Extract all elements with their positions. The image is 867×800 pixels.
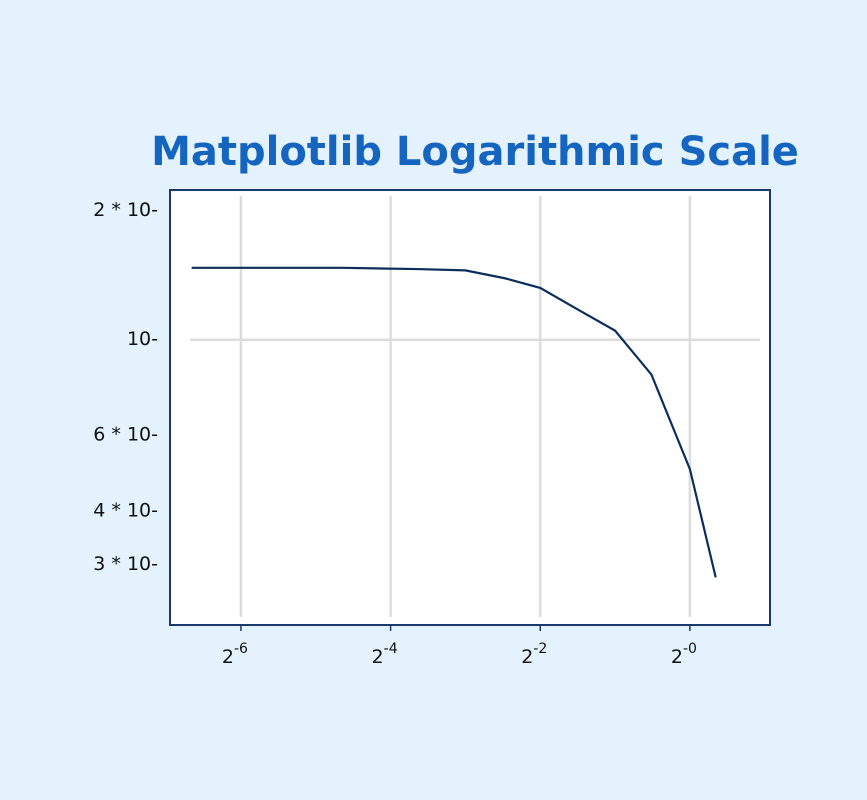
plot-area	[170, 190, 770, 625]
y-tick-label: 6 * 10-	[93, 424, 158, 446]
y-tick-label: 10-	[127, 328, 158, 350]
y-tick-label: 3 * 10-	[93, 553, 158, 575]
plot-frame	[169, 189, 771, 626]
y-tick-label: 2 * 10-	[93, 199, 158, 221]
data-line	[191, 266, 717, 578]
x-tick-label: 2-4	[372, 641, 398, 668]
x-tick-label: 2-2	[521, 641, 547, 668]
grid	[190, 196, 760, 617]
y-tick-label: 4 * 10-	[93, 499, 158, 521]
x-tick-label: 2-6	[222, 641, 248, 668]
chart-title: Matplotlib Logarithmic Scale	[151, 129, 799, 175]
x-tick-label: 2-0	[671, 641, 697, 668]
